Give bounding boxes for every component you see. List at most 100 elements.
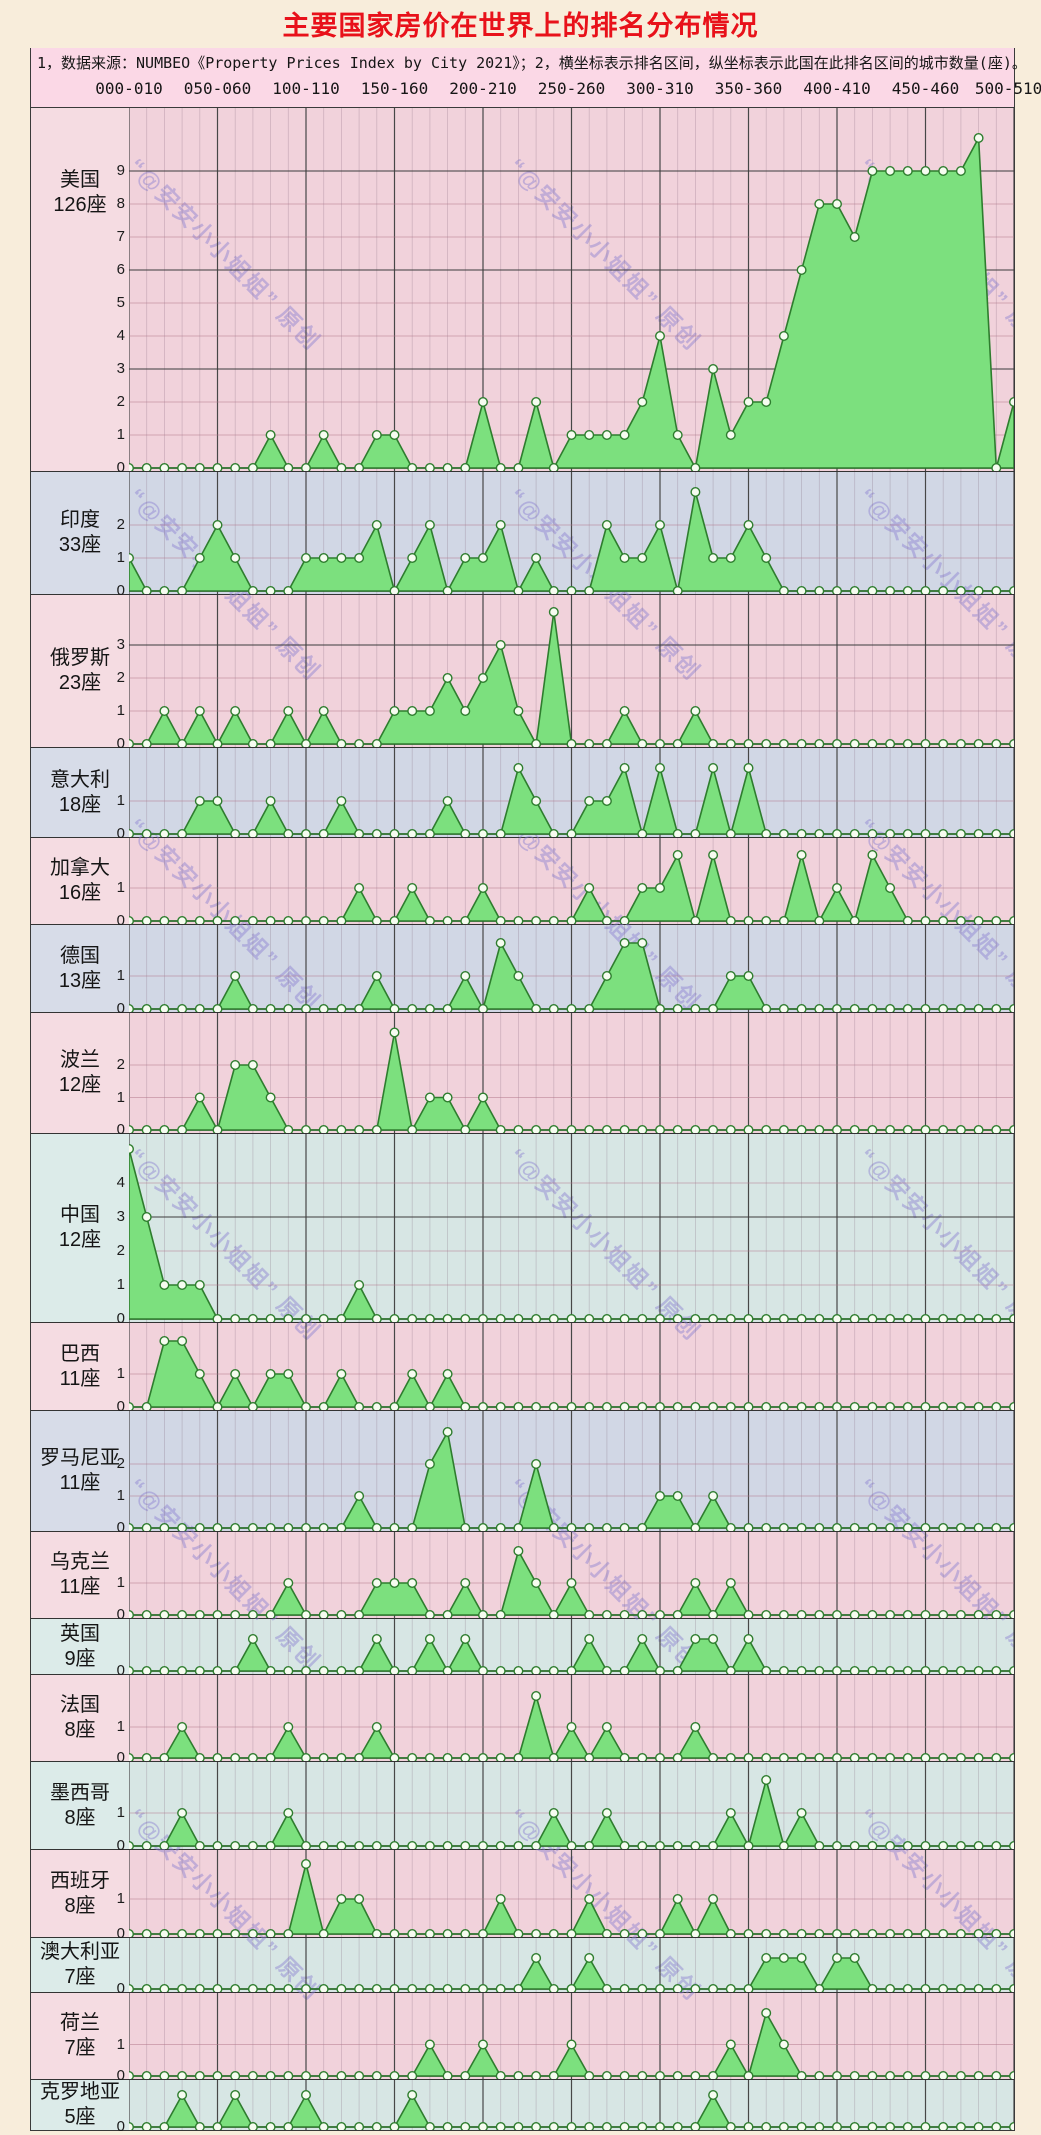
x-axis-tick-label: 300-310 [626,79,694,98]
y-axis-tick-label: 7 [116,228,125,245]
country-area-chart [129,108,1014,471]
country-count: 13座 [58,969,102,992]
y-axis-tick-label: 9 [116,162,125,179]
country-count: 11座 [59,1367,101,1390]
country-count: 126座 [53,194,107,216]
country-name: 墨西哥 [50,1781,110,1804]
country-row-18: 克罗地亚 5座 0 [31,2079,1014,2134]
area-chart-svg [129,1532,1014,1618]
country-count: 16座 [58,882,102,904]
y-axis-tick-label: 0 [116,2118,125,2135]
x-axis-tick-label: 100-110 [272,79,340,98]
y-axis-tick-label: 2 [116,669,125,686]
x-axis-labels: 000-010 050-060 100-110 150-160 200-210 250-2… [31,72,1041,102]
area-chart-svg [129,1013,1014,1133]
country-label-cell: 荷兰 7座 1 0 [31,1993,129,2083]
country-row-17: 荷兰 7座 1 0 [31,1992,1014,2083]
x-axis-tick-label: 350-360 [714,79,783,98]
chart-rows: 美国 126座 9 8 7 6 5 4 3 2 1 0 印度 33座 2 1 0 俄罗斯 23座 3 2 1 0 意大利 18座… [31,108,1014,2134]
country-name: 西班牙 [50,1869,110,1892]
chart-subtitle: 1，数据来源：NUMBEO《Property Prices Index by C… [37,54,1027,72]
x-axis-tick-label: 250-260 [537,79,606,98]
y-axis-tick-label: 1 [116,1088,125,1106]
x-axis-tick-label: 200-210 [449,79,517,98]
country-row-1: 美国 126座 9 8 7 6 5 4 3 2 1 0 [31,108,1014,475]
country-area-chart [129,1411,1014,1531]
y-axis-tick-label: 4 [116,327,125,344]
country-label-cell: 巴西 11座 1 0 [31,1323,129,1414]
country-count: 18座 [58,793,102,816]
y-axis-tick-label: 1 [116,549,125,566]
y-axis-tick-label: 3 [116,1208,125,1225]
area-chart-svg [129,1938,1014,1992]
country-name: 罗马尼亚 [40,1447,120,1469]
country-row-10: 罗马尼亚 11座 2 1 0 [31,1410,1014,1535]
country-name: 法国 [60,1694,100,1716]
country-count: 7座 [64,1966,96,1988]
x-axis-tick-label: 500-510 [974,79,1041,98]
y-axis-tick-label: 2 [116,1056,125,1073]
y-axis-tick-label: 3 [116,636,125,653]
y-axis-tick-label: 4 [116,1174,125,1191]
country-label-cell: 克罗地亚 5座 0 [31,2080,129,2134]
country-row-2: 印度 33座 2 1 0 [31,471,1014,598]
y-axis-tick-label: 3 [116,360,125,377]
country-row-3: 俄罗斯 23座 3 2 1 0 [31,594,1014,751]
country-row-8: 中国 12座 4 3 2 1 0 [31,1133,1014,1326]
area-chart-svg [129,1675,1014,1761]
country-area-chart [129,472,1014,594]
country-area-chart [129,1619,1014,1674]
country-row-11: 乌克兰 11座 1 0 [31,1531,1014,1622]
country-count: 23座 [58,672,102,694]
y-axis-tick-label: 0 [116,1310,125,1327]
country-area-chart [129,838,1014,924]
y-axis-tick-label: 2 [116,516,125,533]
country-row-9: 巴西 11座 1 0 [31,1322,1014,1414]
country-row-14: 墨西哥 8座 1 0 [31,1761,1014,1853]
country-count: 11座 [59,1576,101,1598]
x-axis-tick-label: 050-060 [183,79,252,98]
country-area-chart [129,1938,1014,1992]
country-row-6: 德国 13座 1 0 [31,924,1014,1016]
country-area-chart [129,1762,1014,1849]
country-name: 中国 [60,1204,100,1226]
y-axis-tick-label: 0 [116,1980,125,1997]
y-axis-tick-label: 2 [116,393,125,410]
country-row-12: 英国 9座 0 [31,1618,1014,1678]
country-area-chart [129,1675,1014,1761]
y-axis-tick-label: 2 [116,1242,125,1259]
country-label-cell: 美国 126座 9 8 7 6 5 4 3 2 1 0 [31,108,129,475]
x-axis-tick-label: 400-410 [803,79,871,98]
country-name: 美国 [60,169,100,191]
y-axis-tick-label: 0 [116,1000,125,1017]
area-chart-svg [129,108,1014,471]
y-axis-tick-label: 2 [116,1455,125,1472]
country-name: 意大利 [50,768,110,791]
country-row-5: 加拿大 16座 1 0 [31,837,1014,928]
country-count: 8座 [64,1806,96,1829]
chart-frame: 1，数据来源：NUMBEO《Property Prices Index by C… [30,48,1041,2134]
country-name: 加拿大 [50,857,110,879]
country-label-cell: 乌克兰 11座 1 0 [31,1532,129,1622]
area-chart-svg [129,1411,1014,1531]
y-axis-tick-label: 1 [116,1890,125,1907]
country-count: 7座 [64,2037,96,2059]
country-label-cell: 罗马尼亚 11座 2 1 0 [31,1411,129,1535]
country-label-cell: 德国 13座 1 0 [31,925,129,1016]
y-axis-tick-label: 0 [116,735,125,752]
y-axis-tick-label: 6 [116,261,125,278]
y-axis-tick-label: 1 [116,879,125,896]
area-chart-svg [129,1134,1014,1322]
area-chart-svg [129,748,1014,837]
country-count: 8座 [64,1719,96,1741]
country-label-cell: 波兰 12座 2 1 0 [31,1013,129,1137]
y-axis-tick-label: 0 [116,582,125,599]
area-chart-svg [129,2080,1014,2130]
y-axis-tick-label: 8 [116,195,125,212]
country-count: 11座 [59,1472,101,1494]
y-axis-tick-label: 1 [116,1804,125,1821]
y-axis-tick-label: 0 [116,2067,125,2084]
area-chart-svg [129,925,1014,1012]
area-chart-svg [129,838,1014,924]
area-chart-svg [129,1323,1014,1410]
